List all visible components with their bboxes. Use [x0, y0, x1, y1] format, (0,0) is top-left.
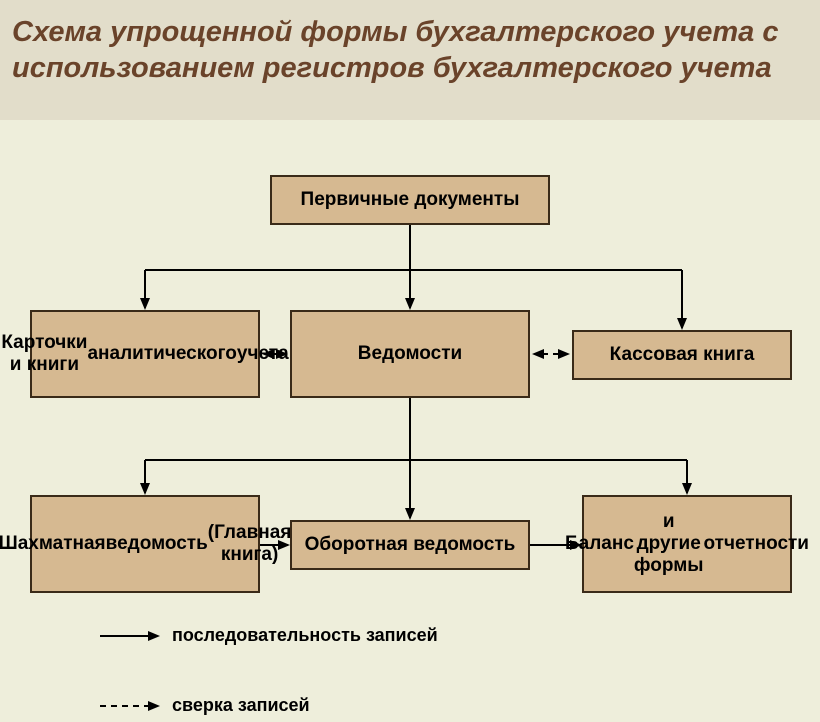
node-balance-reports: Баланси другие формыотчетности [582, 495, 792, 593]
title-line-2: использованием регистров бухгалтерского … [12, 50, 808, 86]
node-cash-book: Кассовая книга [572, 330, 792, 380]
legend-dashed: сверка записей [100, 695, 310, 716]
node-analytic-cards: Карточки и книгианалитическогоучета [30, 310, 260, 398]
title-band: Схема упрощенной формы бухгалтерского уч… [0, 0, 820, 120]
legend-dashed-arrow-icon [100, 696, 160, 716]
legend-solid: последовательность записей [100, 625, 438, 646]
node-vedomosti: Ведомости [290, 310, 530, 398]
legend-dashed-label: сверка записей [172, 695, 310, 716]
legend-solid-arrow-icon [100, 626, 160, 646]
node-primary-documents: Первичные документы [270, 175, 550, 225]
node-chess-ledger: Шахматнаяведомость(Главная книга) [30, 495, 260, 593]
diagram-canvas: Схема упрощенной формы бухгалтерского уч… [0, 0, 820, 722]
title-line-1: Схема упрощенной формы бухгалтерского уч… [12, 14, 808, 50]
node-turnover-ledger: Оборотная ведомость [290, 520, 530, 570]
legend-solid-label: последовательность записей [172, 625, 438, 646]
